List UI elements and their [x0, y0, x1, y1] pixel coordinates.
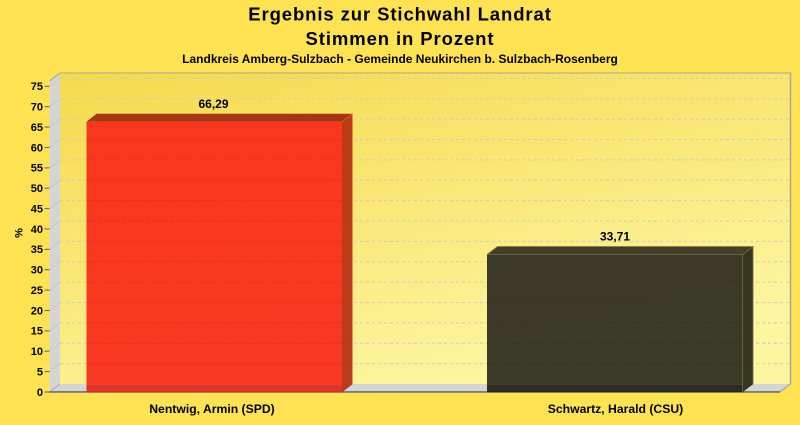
svg-text:33,71: 33,71	[600, 229, 630, 243]
svg-text:35: 35	[31, 244, 43, 256]
svg-text:75: 75	[31, 81, 43, 93]
svg-text:%: %	[14, 228, 26, 238]
svg-text:0: 0	[37, 387, 43, 399]
svg-text:66,29: 66,29	[198, 97, 228, 111]
svg-text:10: 10	[31, 346, 43, 358]
svg-text:20: 20	[31, 305, 43, 317]
svg-text:5: 5	[37, 366, 43, 378]
svg-text:70: 70	[31, 102, 43, 114]
svg-text:Stimmen in Prozent: Stimmen in Prozent	[306, 28, 495, 49]
svg-text:Schwartz, Harald (CSU): Schwartz, Harald (CSU)	[548, 402, 683, 416]
svg-text:45: 45	[31, 203, 43, 215]
svg-text:50: 50	[31, 183, 43, 195]
svg-text:55: 55	[31, 163, 43, 175]
svg-text:25: 25	[31, 285, 43, 297]
svg-text:65: 65	[31, 122, 43, 134]
svg-text:Landkreis Amberg-Sulzbach - Ge: Landkreis Amberg-Sulzbach - Gemeinde Neu…	[182, 52, 618, 66]
svg-text:Ergebnis zur Stichwahl Landrat: Ergebnis zur Stichwahl Landrat	[248, 4, 552, 25]
svg-text:30: 30	[31, 265, 43, 277]
svg-text:60: 60	[31, 142, 43, 154]
svg-text:15: 15	[31, 326, 43, 338]
svg-text:Nentwig, Armin (SPD): Nentwig, Armin (SPD)	[149, 402, 275, 416]
svg-text:40: 40	[31, 224, 43, 236]
